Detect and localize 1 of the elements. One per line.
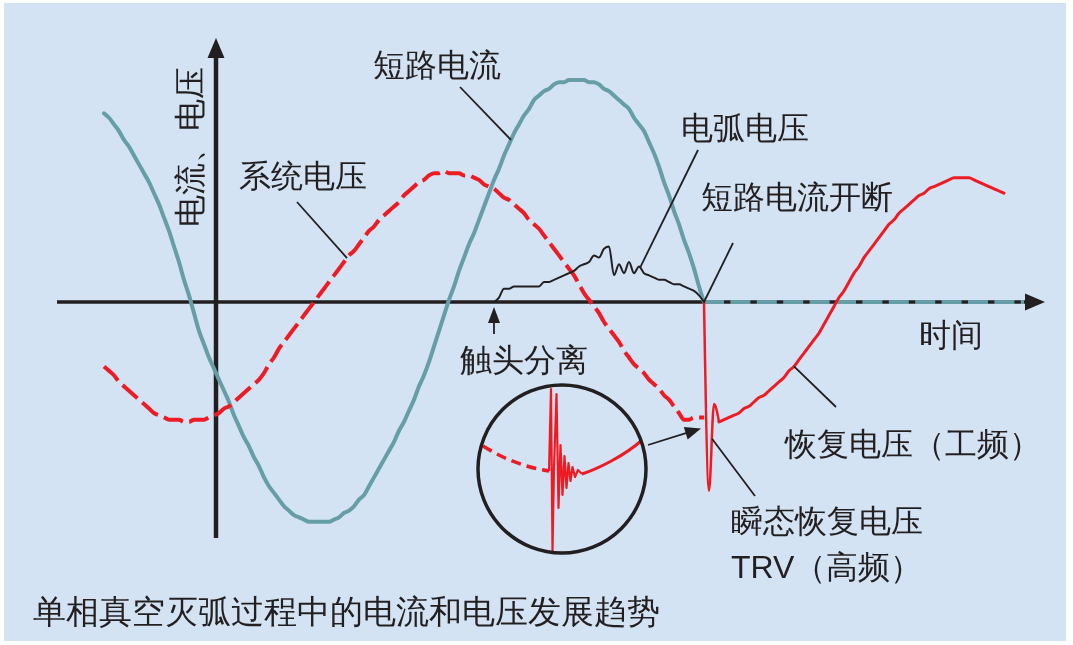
title: 单相真空灭弧过程中的电流和电压发展趋势 [33,593,660,630]
